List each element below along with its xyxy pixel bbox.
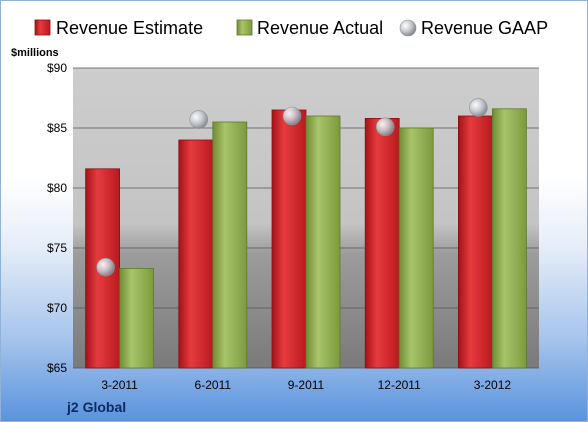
- y-tick-label: $70: [47, 301, 67, 315]
- x-tick-label: 9-2011: [288, 378, 325, 392]
- legend-label-revenue-gaap: Revenue GAAP: [421, 18, 548, 38]
- bar-revenue-estimate: [178, 139, 214, 369]
- marker-revenue-gaap: [96, 257, 115, 277]
- company-name: j2 Global: [67, 399, 127, 415]
- y-tick-label: $85: [47, 121, 67, 135]
- y-tick-label: $80: [47, 181, 67, 195]
- bar-revenue-estimate: [364, 118, 400, 369]
- legend-label-revenue-actual: Revenue Actual: [257, 18, 383, 38]
- legend-item-revenue-gaap: Revenue GAAP: [399, 18, 548, 38]
- y-tick-label: $75: [47, 241, 67, 255]
- x-tick-label: 3-2012: [474, 378, 512, 392]
- bar-revenue-actual: [398, 127, 434, 369]
- legend-item-revenue-estimate: Revenue Estimate: [34, 18, 203, 38]
- marker-revenue-gaap: [189, 110, 209, 129]
- y-tick-label: $90: [47, 61, 67, 75]
- y-axis-label: $millions: [11, 47, 59, 59]
- legend-marker-revenue-gaap: [399, 19, 417, 37]
- marker-revenue-gaap: [375, 117, 395, 137]
- chart-marks: [85, 98, 527, 369]
- bar-revenue-actual: [212, 121, 248, 369]
- legend: Revenue Estimate Revenue Actual Revenue …: [34, 18, 548, 38]
- y-tick-labels: $65 $70 $75 $80 $85 $90: [47, 61, 67, 375]
- legend-swatch-revenue-actual: [236, 19, 253, 36]
- y-tick-label: $65: [47, 361, 67, 375]
- marker-revenue-gaap: [469, 98, 488, 117]
- bar-revenue-estimate: [457, 115, 493, 369]
- x-tick-label: 6-2011: [195, 378, 232, 392]
- x-tick-labels: 3-2011 6-2011 9-2011 12-2011 3-2012: [101, 378, 511, 392]
- marker-revenue-gaap: [282, 106, 302, 126]
- x-tick-label: 12-2011: [378, 378, 421, 392]
- legend-label-revenue-estimate: Revenue Estimate: [56, 18, 203, 38]
- legend-item-revenue-actual: Revenue Actual: [236, 18, 383, 38]
- bar-revenue-actual: [305, 115, 341, 369]
- bar-revenue-actual: [491, 108, 527, 369]
- bar-revenue-actual: [119, 267, 154, 369]
- bar-revenue-estimate: [271, 109, 307, 369]
- legend-swatch-revenue-estimate: [34, 19, 51, 36]
- x-tick-label: 3-2011: [101, 378, 138, 392]
